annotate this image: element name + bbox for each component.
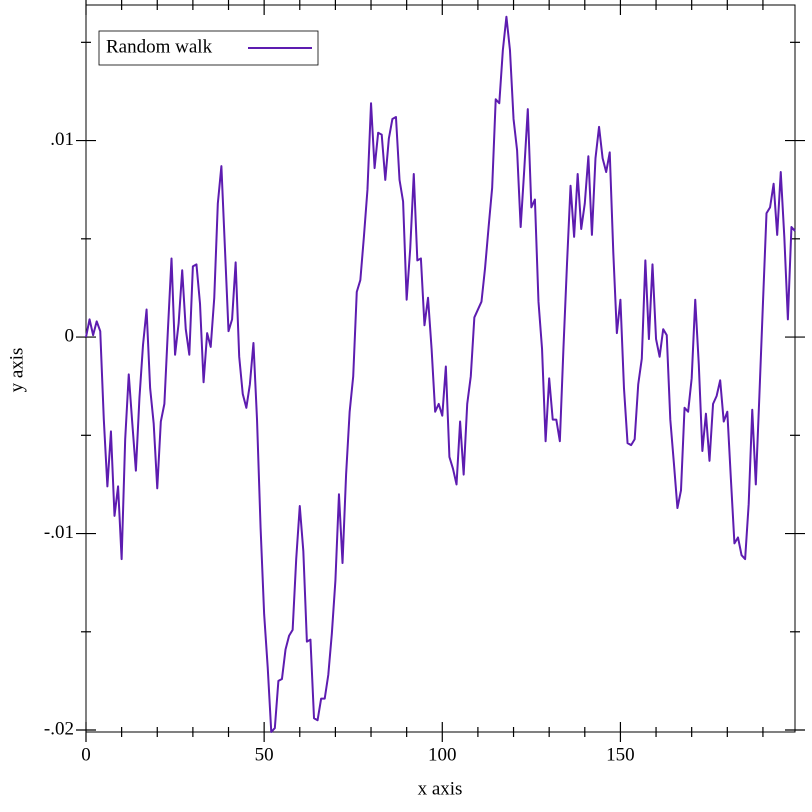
x-tick-label: 150 [606,744,635,765]
x-axis-label: x axis [418,778,463,799]
data-line [85,15,796,733]
y-tick-label: .01 [50,129,74,150]
x-tick-label: 100 [428,744,457,765]
legend-label: Random walk [106,36,213,57]
y-tick-label: -.01 [44,522,74,543]
y-tick-label: 0 [65,325,75,346]
y-tick-label: -.02 [44,718,74,739]
x-tick-label: 0 [81,744,91,765]
plot-frame [85,4,796,733]
y-axis-label: y axis [6,348,27,393]
x-tick-label: 50 [255,744,274,765]
